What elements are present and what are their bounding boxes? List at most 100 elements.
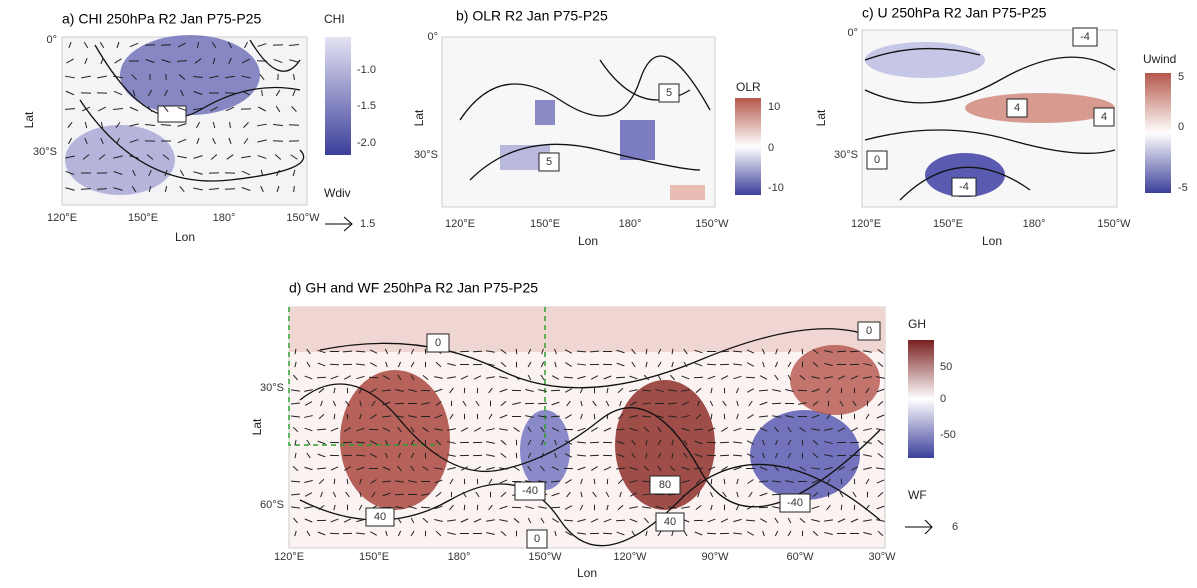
y-tick-label: 30°S: [33, 146, 57, 158]
vector-arrow: [334, 479, 335, 484]
map-area: [442, 37, 715, 207]
colorbar-tick: -5: [1178, 182, 1188, 194]
vector-arrow: [746, 377, 755, 378]
vector-arrow: [841, 505, 842, 510]
x-tick-label: 180°: [213, 212, 236, 224]
vector-arrow: [594, 414, 595, 419]
colorbar: [908, 340, 934, 458]
contour-label: 0: [874, 154, 880, 166]
panel-b: b) OLR R2 Jan P75-P25 5 5 120°E 150°E 18…: [412, 8, 784, 248]
x-tick-label: 150°W: [1097, 218, 1131, 230]
colorbar-tick: 5: [1178, 71, 1184, 83]
y-axis-label: Lat: [412, 109, 426, 126]
y-tick-label: 0°: [847, 27, 858, 39]
shading: [790, 345, 880, 415]
contour-label: 4: [1014, 102, 1020, 114]
shading: [340, 370, 450, 510]
vector-arrow: [724, 414, 725, 419]
colorbar-tick: -2.0: [357, 137, 376, 149]
colorbar-tick: 0: [1178, 121, 1184, 133]
contour-label: 4: [1101, 111, 1107, 123]
colorbar-tick: 10: [768, 101, 780, 113]
shading: [670, 185, 705, 200]
panel-a: a) CHI 250hPa R2 Jan P75-P25 120°E 150°E…: [22, 11, 376, 244]
colorbar-tick: -1.0: [357, 64, 376, 76]
x-tick-label: 60°W: [786, 551, 814, 563]
colorbar-title: GH: [908, 317, 926, 331]
x-tick-label: 150°W: [695, 218, 729, 230]
x-tick-label: 150°E: [359, 551, 389, 563]
x-axis-label: Lon: [578, 234, 598, 248]
vector-arrow: [516, 349, 517, 354]
vector-arrow: [616, 377, 625, 378]
vector-arrow: [711, 479, 712, 484]
colorbar-tick: -50: [940, 429, 956, 441]
shading: [289, 307, 885, 352]
y-axis-label: Lat: [814, 109, 828, 126]
x-tick-label: 150°E: [933, 218, 963, 230]
vector-arrow: [733, 351, 742, 352]
vector-legend-value: 6: [952, 521, 958, 533]
vector-legend-value: 1.5: [360, 218, 375, 230]
y-tick-label: 30°S: [260, 382, 284, 394]
vector-arrow: [759, 390, 768, 391]
shading: [620, 120, 655, 160]
y-tick-label: 0°: [427, 31, 438, 43]
colorbar-title: CHI: [324, 12, 345, 26]
vector-arrow: [225, 189, 235, 190]
vector-arrow: [395, 494, 404, 495]
panel-title: d) GH and WF 250hPa R2 Jan P75-P25: [289, 280, 538, 296]
x-tick-label: 150°E: [530, 218, 560, 230]
vector-legend-arrow: [325, 217, 352, 231]
contour-label: 0: [534, 533, 540, 545]
vector-arrow: [551, 390, 560, 391]
colorbar: [325, 37, 351, 155]
shading: [65, 125, 175, 195]
y-axis-label: Lat: [250, 418, 264, 435]
vector-legend-title: WF: [908, 488, 927, 502]
contour-label: 0: [435, 337, 441, 349]
shading: [965, 93, 1115, 123]
x-tick-label: 120°E: [445, 218, 475, 230]
x-tick-label: 120°W: [613, 551, 647, 563]
shading: [865, 42, 985, 78]
x-tick-label: 150°W: [528, 551, 562, 563]
vector-arrow: [343, 351, 352, 352]
panel-title: c) U 250hPa R2 Jan P75-P25: [862, 5, 1047, 21]
vector-arrow: [607, 414, 608, 419]
contour-label: -40: [522, 485, 538, 497]
y-axis-label: Lat: [22, 111, 36, 128]
vector-arrow: [343, 455, 352, 456]
vector-legend-arrow: [905, 520, 932, 534]
contour-label: 5: [666, 87, 672, 99]
vector-arrow: [395, 403, 404, 404]
panel-title: a) CHI 250hPa R2 Jan P75-P25: [62, 11, 261, 27]
y-tick-label: 60°S: [260, 499, 284, 511]
colorbar-tick: 0: [768, 142, 774, 154]
contour-label: -4: [959, 181, 969, 193]
x-tick-label: 120°E: [274, 551, 304, 563]
vector-arrow: [294, 186, 295, 192]
vector-arrow: [347, 414, 348, 419]
x-axis-label: Lon: [577, 566, 597, 580]
contour-label: 5: [546, 156, 552, 168]
panel-d: d) GH and WF 250hPa R2 Jan P75-P25 0 0 4…: [250, 280, 958, 580]
colorbar-tick: 50: [940, 361, 952, 373]
x-tick-label: 120°E: [851, 218, 881, 230]
y-tick-label: 30°S: [414, 149, 438, 161]
contour-label: 40: [664, 516, 676, 528]
vector-arrow: [564, 377, 573, 378]
colorbar: [735, 98, 761, 195]
vector-arrow: [746, 520, 755, 521]
vector-arrow: [772, 403, 781, 404]
y-tick-label: 0°: [46, 34, 57, 46]
colorbar-title: OLR: [736, 80, 761, 94]
vector-legend-title: Wdiv: [324, 186, 351, 200]
contour-label: -40: [787, 497, 803, 509]
x-tick-label: 150°W: [286, 212, 320, 224]
x-axis-label: Lon: [175, 230, 195, 244]
vector-arrow: [356, 351, 365, 352]
contour-label: -4: [1080, 31, 1090, 43]
vector-arrow: [382, 390, 391, 391]
x-axis-label: Lon: [982, 234, 1002, 248]
